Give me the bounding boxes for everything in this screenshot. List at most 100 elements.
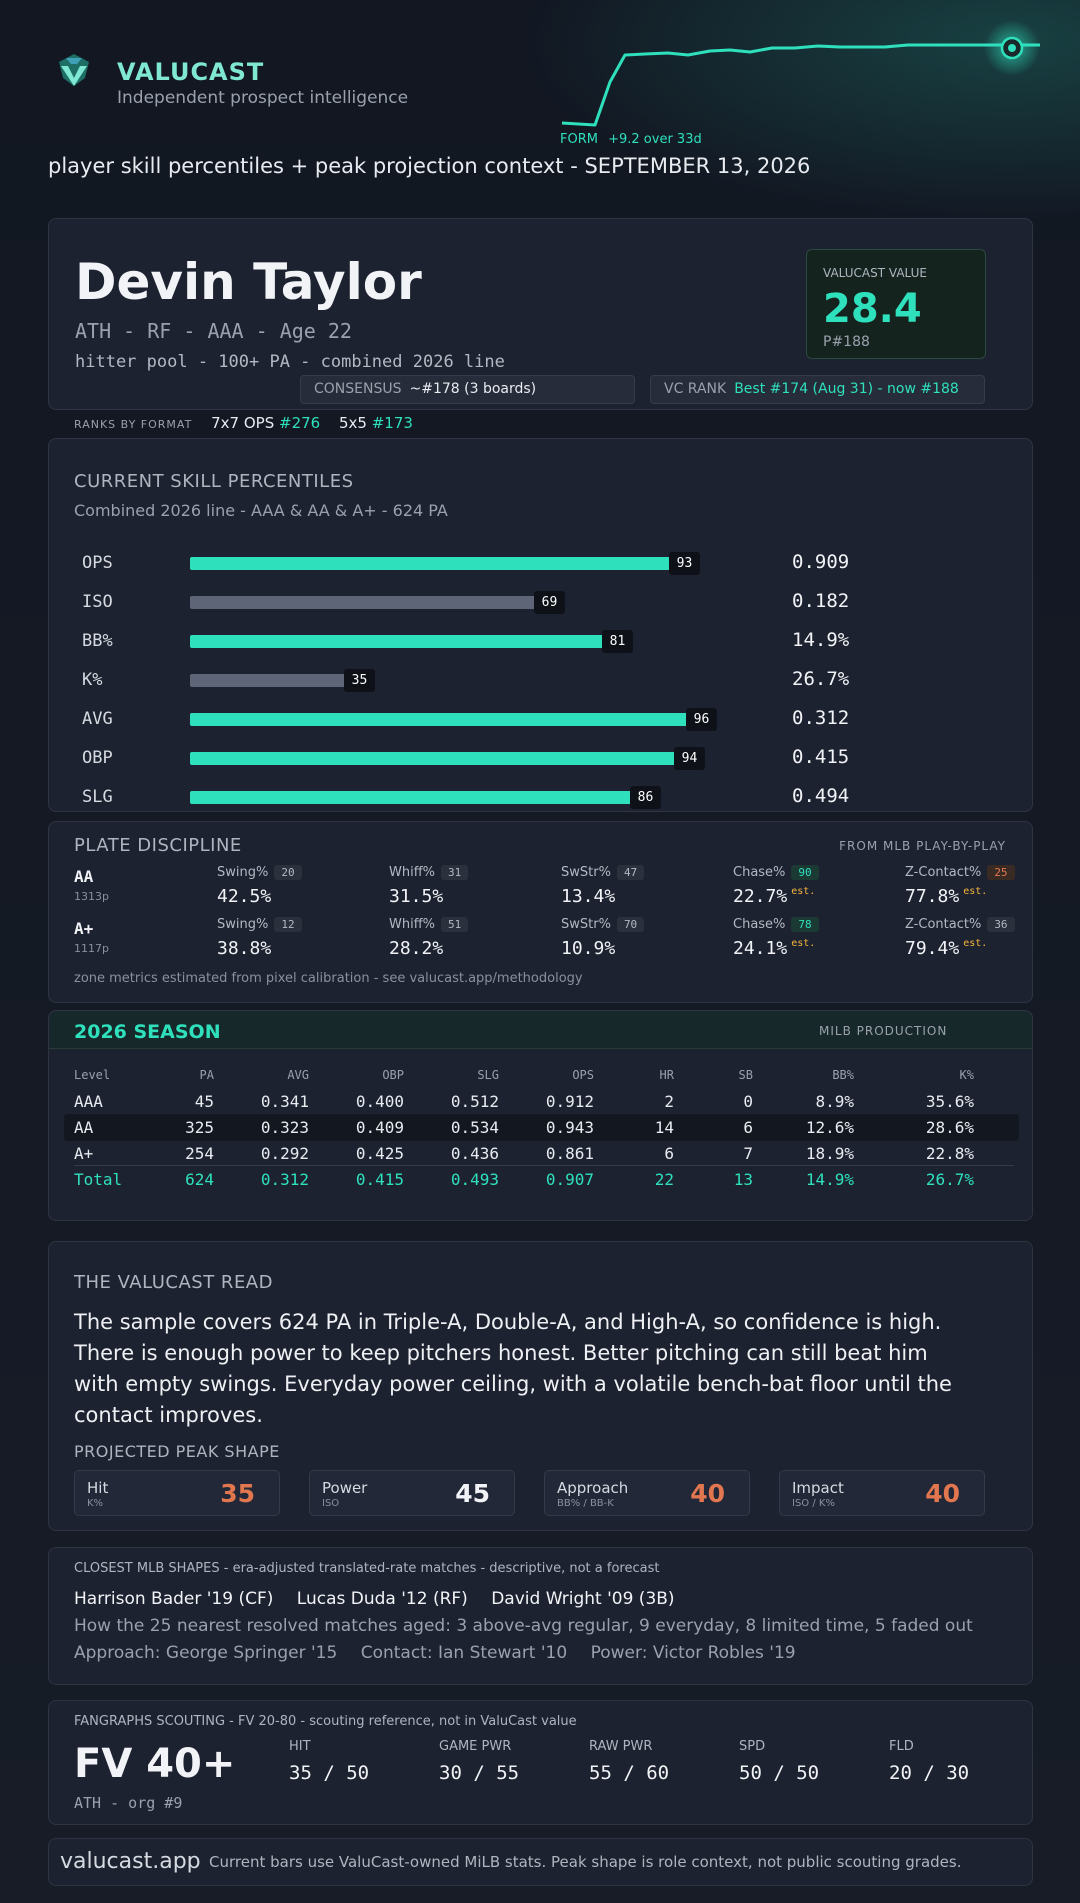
- percentile-value: 0.415: [792, 746, 850, 768]
- read-text: The sample covers 624 PA in Triple-A, Do…: [74, 1310, 952, 1427]
- metric-name: SwStr% 47: [561, 865, 645, 880]
- table-cell: 22: [654, 1170, 674, 1189]
- metric-name: Whiff% 51: [389, 917, 469, 932]
- scouting-grade: HIT 35 / 50: [289, 1739, 369, 1784]
- table-cell: 0.493: [450, 1170, 499, 1189]
- table-cell: 28.6%: [925, 1118, 974, 1137]
- table-cell: 6: [664, 1144, 674, 1163]
- table-cell: 0.400: [355, 1092, 404, 1111]
- percentile-row: K% 35 26.7%: [82, 668, 982, 692]
- brand-tagline: Independent prospect intelligence: [117, 88, 409, 108]
- percentile-bar: [190, 752, 676, 765]
- table-cell: 0.415: [355, 1170, 404, 1189]
- table-cell: OPS: [572, 1068, 594, 1082]
- percentile-track: 86: [190, 786, 750, 809]
- skill-comp: Contact: Ian Stewart '10: [360, 1643, 568, 1663]
- table-cell: 7: [743, 1144, 753, 1163]
- form-sparkline: [561, 20, 1040, 127]
- table-cell: 8.9%: [815, 1092, 854, 1111]
- shape-sub: ISO: [322, 1498, 340, 1509]
- percentile-track: 94: [190, 747, 750, 770]
- scouting-grade: RAW PWR 55 / 60: [589, 1739, 669, 1784]
- table-cell: BB%: [832, 1068, 854, 1082]
- estimate-mark: est.: [963, 886, 988, 897]
- comps-skills: Approach: George Springer '15 Contact: I…: [74, 1643, 814, 1663]
- shape-name: Hit: [87, 1479, 109, 1497]
- grade-name: SPD: [739, 1739, 766, 1754]
- percentile-value: 0.312: [792, 707, 850, 729]
- table-cell: K%: [959, 1068, 974, 1082]
- metric-value: 24.1% est.: [733, 938, 816, 959]
- shape-sub: BB% / BB-K: [557, 1498, 614, 1509]
- table-cell: 0.943: [545, 1118, 594, 1137]
- player-pool: hitter pool - 100+ PA - combined 2026 li…: [75, 352, 505, 372]
- grade-name: GAME PWR: [439, 1739, 512, 1754]
- grade-value: 30 / 55: [439, 1762, 520, 1784]
- table-cell: AA: [74, 1118, 94, 1137]
- percentile-value: 0.494: [792, 785, 850, 807]
- table-cell: 2: [664, 1092, 674, 1111]
- percentile-badge: 69: [534, 591, 565, 614]
- metric-name: Z-Contact% 36: [905, 917, 1015, 932]
- table-cell: OBP: [382, 1068, 404, 1082]
- table-cell: 0.341: [260, 1092, 309, 1111]
- grade-value: 55 / 60: [589, 1762, 670, 1784]
- comps-outcomes: How the 25 nearest resolved matches aged…: [74, 1616, 973, 1636]
- estimate-mark: est.: [963, 938, 988, 949]
- table-cell: 0.292: [260, 1144, 309, 1163]
- section-title: THE VALUCAST READ: [74, 1272, 273, 1293]
- estimate-mark: est.: [791, 938, 816, 949]
- percentile-badge: 94: [674, 747, 705, 770]
- percentile-bar: [190, 791, 632, 804]
- table-cell: 0.436: [450, 1144, 499, 1163]
- footer-site-link[interactable]: valucast.app: [60, 1849, 201, 1874]
- discipline-metric: Chase% 90 22.7% est.: [733, 865, 819, 907]
- peak-shape-approach: Approach BB% / BB-K 40: [544, 1470, 750, 1516]
- scouting-grade: FLD 20 / 30: [889, 1739, 969, 1784]
- discipline-metric: Swing% 20 42.5%: [217, 865, 302, 907]
- table-cell: 0.425: [355, 1144, 404, 1163]
- table-cell: SLG: [477, 1068, 499, 1082]
- table-cell: 0.534: [450, 1118, 499, 1137]
- grade-name: HIT: [289, 1739, 311, 1754]
- format-rank: 7x7 OPS #276: [211, 414, 321, 432]
- percentile-track: 35: [190, 669, 750, 692]
- table-cell: 0.912: [545, 1092, 594, 1111]
- shape-sub: ISO / K%: [792, 1498, 835, 1509]
- brand-name: VALUCAST: [117, 58, 265, 86]
- table-cell: 6: [743, 1118, 753, 1137]
- metric-percentile: 51: [441, 917, 469, 932]
- metric-percentile: 90: [791, 865, 819, 880]
- percentile-track: 93: [190, 552, 750, 575]
- shape-name: Approach: [557, 1479, 629, 1497]
- valucast-value-box: VALUCAST VALUE 28.4 P#188: [806, 249, 986, 359]
- comps-title: CLOSEST MLB SHAPES - era-adjusted transl…: [74, 1561, 660, 1576]
- player-card: Devin Taylor ATH - RF - AAA - Age 22 hit…: [48, 218, 1033, 410]
- metric-value: 38.8%: [217, 938, 272, 959]
- footer: valucast.app Current bars use ValuCast-o…: [48, 1838, 1033, 1886]
- value-label: VALUCAST VALUE: [823, 266, 927, 280]
- table-cell: PA: [199, 1068, 214, 1082]
- ranks-by-format: RANKS BY FORMAT 7x7 OPS #276 5x5 #173: [74, 414, 413, 432]
- metric-percentile: 31: [441, 865, 469, 880]
- metric-value: 22.7% est.: [733, 886, 816, 907]
- scouting-grade: GAME PWR 30 / 55: [439, 1739, 519, 1784]
- section-title: CURRENT SKILL PERCENTILES: [74, 471, 354, 492]
- percentile-value: 26.7%: [792, 668, 850, 690]
- shape-name: Power: [322, 1479, 368, 1497]
- table-cell: Level: [74, 1068, 111, 1082]
- metric-percentile: 25: [987, 865, 1015, 880]
- percentile-label: AVG: [82, 709, 113, 729]
- valucast-logo-icon: [59, 54, 89, 86]
- percentile-label: ISO: [82, 592, 113, 612]
- season-title: 2026 SEASON: [74, 1021, 221, 1043]
- table-total-row: Total 624 0.312 0.415 0.493 0.907 22 13 14.9% 26.…: [64, 1166, 1019, 1193]
- season-subtitle: MILB PRODUCTION: [819, 1024, 948, 1038]
- scouting-title: FANGRAPHS SCOUTING - FV 20-80 - scouting…: [74, 1714, 577, 1729]
- metric-value: 31.5%: [389, 886, 444, 907]
- discipline-metric: Z-Contact% 36 79.4% est.: [905, 917, 1015, 959]
- table-cell: SB: [738, 1068, 753, 1082]
- table-cell: 45: [194, 1092, 214, 1111]
- table-cell: 35.6%: [925, 1092, 974, 1111]
- season-card: 2026 SEASON MILB PRODUCTION Level PA AVG OB…: [48, 1010, 1033, 1221]
